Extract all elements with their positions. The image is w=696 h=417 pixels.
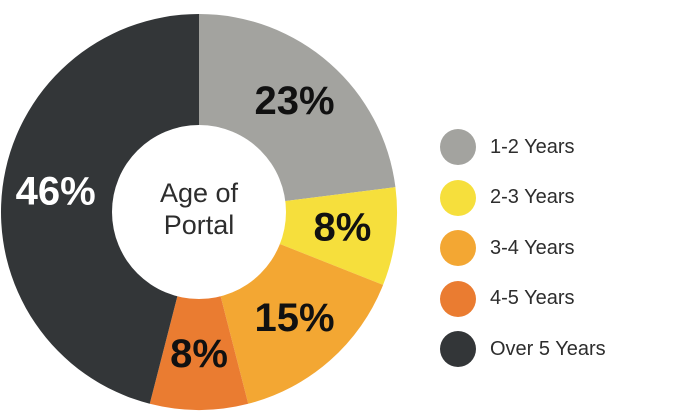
legend-swatch [440, 129, 476, 166]
legend-item-2-3-years: 2-3 Years [440, 173, 690, 224]
slice-value-label: 46% [16, 169, 96, 213]
legend-swatch [440, 179, 476, 216]
donut-slice-over-5-years [1, 14, 199, 404]
slice-value-label: 8% [313, 206, 371, 250]
legend: 1-2 Years 2-3 Years 3-4 Years 4-5 Years … [440, 122, 690, 375]
center-title-line-2: Portal [164, 210, 235, 240]
legend-item-1-2-years: 1-2 Years [440, 122, 690, 173]
center-title-line-1: Age of [160, 178, 239, 208]
slice-value-label: 15% [255, 296, 335, 340]
legend-label: 3-4 Years [490, 236, 575, 259]
legend-label: 2-3 Years [490, 186, 575, 209]
donut-hole [112, 125, 286, 299]
legend-swatch [440, 230, 476, 267]
slice-value-label: 23% [255, 79, 335, 123]
legend-label: Over 5 Years [490, 337, 606, 360]
legend-item-4-5-years: 4-5 Years [440, 274, 690, 325]
legend-label: 4-5 Years [490, 287, 575, 310]
legend-item-over-5-years: Over 5 Years [440, 324, 690, 375]
legend-swatch [440, 280, 476, 317]
slice-value-label: 8% [170, 332, 228, 376]
legend-swatch [440, 331, 476, 368]
legend-label: 1-2 Years [490, 135, 575, 158]
slice-labels: 23% 8% 15% 8% 46% [16, 79, 372, 376]
legend-item-3-4-years: 3-4 Years [440, 223, 690, 274]
donut-slice-4-5-years [149, 212, 249, 411]
